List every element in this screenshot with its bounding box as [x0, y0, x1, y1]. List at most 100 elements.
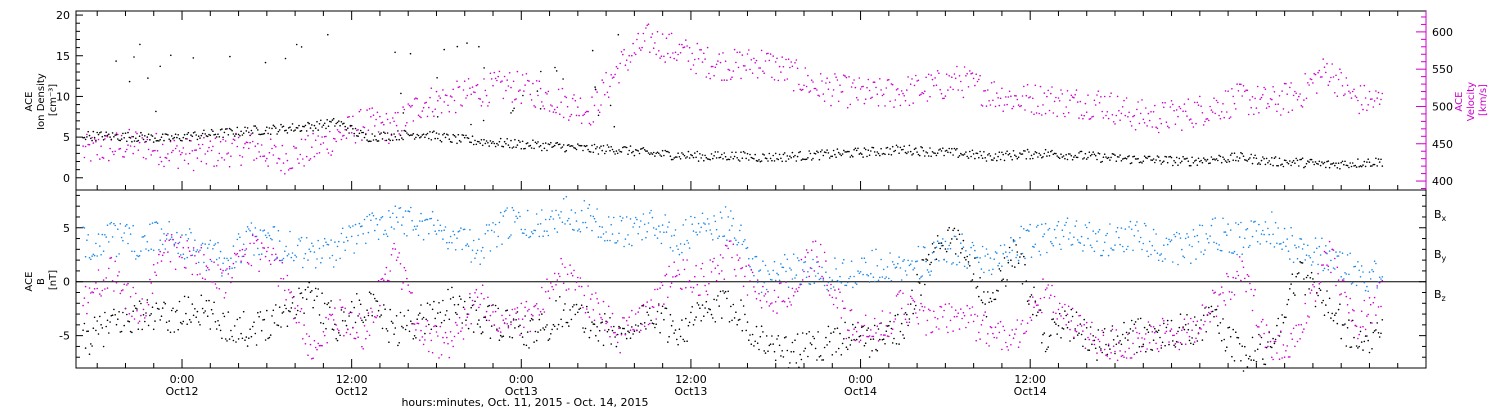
density-point: [1254, 154, 1256, 157]
b-field-point: [1281, 248, 1283, 250]
velocity-point: [1075, 89, 1078, 91]
b-field-point: [864, 261, 867, 264]
density-point: [1300, 158, 1303, 161]
b-field-point: [1010, 259, 1012, 262]
velocity-point: [546, 93, 548, 95]
velocity-point: [668, 33, 670, 36]
density-point: [714, 151, 717, 153]
density-point: [546, 149, 548, 152]
b-field-point: [254, 332, 257, 335]
b-field-point: [1024, 257, 1026, 260]
density-point: [750, 156, 753, 159]
b-field-point: [556, 279, 559, 281]
b-field-point: [785, 281, 787, 284]
density-point: [948, 147, 950, 150]
b-field-point: [1002, 325, 1004, 328]
b-field-point: [843, 338, 845, 340]
b-field-point: [532, 315, 534, 317]
b-field-point: [424, 219, 426, 222]
b-field-point: [830, 287, 832, 290]
density-point: [762, 153, 764, 155]
density-point: [308, 122, 311, 125]
velocity-point: [1309, 78, 1312, 80]
density-point: [377, 140, 380, 142]
b-field-point: [381, 327, 384, 330]
b-field-point: [1224, 231, 1227, 233]
velocity-point: [1363, 84, 1366, 87]
velocity-point: [260, 144, 263, 146]
b-field-point: [951, 263, 953, 265]
b-field-point: [413, 323, 416, 325]
density-point: [537, 141, 539, 143]
density-point: [722, 158, 724, 160]
density-point: [615, 150, 618, 152]
density-point: [217, 133, 219, 135]
b-field-point: [453, 304, 456, 306]
b-field-point: [610, 223, 612, 226]
velocity-point: [1181, 129, 1183, 131]
density-point: [903, 145, 905, 147]
b-field-point: [669, 286, 672, 288]
density-point: [855, 149, 858, 152]
velocity-point: [881, 94, 884, 97]
b-field-point: [1148, 324, 1151, 326]
b-field-point: [792, 253, 795, 255]
velocity-point: [514, 98, 516, 101]
density-point: [1222, 156, 1224, 158]
b-field-point: [1263, 363, 1265, 366]
density-point: [84, 138, 87, 141]
density-point: [1191, 156, 1193, 159]
velocity-point: [388, 142, 390, 145]
b-field-point: [1011, 265, 1013, 267]
b-field-point: [416, 318, 419, 321]
b-field-point: [595, 292, 597, 294]
density-point: [1328, 166, 1331, 169]
b-field-point: [834, 289, 836, 291]
b-field-point: [873, 317, 876, 320]
b-field-point: [906, 321, 908, 324]
density-point: [347, 127, 349, 129]
density-point: [1253, 157, 1255, 159]
density-point: [726, 159, 728, 161]
b-field-point: [976, 315, 979, 317]
b-field-point: [440, 354, 443, 356]
b-field-point: [920, 294, 922, 296]
b-field-point: [95, 282, 97, 284]
velocity-point: [1337, 78, 1340, 81]
b-field-point: [187, 238, 190, 240]
b-field-point: [921, 275, 923, 277]
b-field-point: [975, 287, 977, 289]
density-point: [102, 139, 105, 141]
density-point: [420, 136, 422, 138]
b-field-point: [259, 258, 262, 261]
density-point: [212, 130, 214, 132]
b-field-point: [290, 307, 293, 309]
b-field-point: [715, 279, 718, 282]
top-panel-frame: [75, 10, 1427, 191]
b-field-point: [552, 323, 555, 326]
b-field-point: [1193, 316, 1196, 318]
density-point: [1132, 155, 1134, 158]
b-field-point: [251, 234, 254, 237]
density-point: [828, 157, 831, 159]
b-field-point: [758, 348, 760, 351]
velocity-point: [466, 94, 469, 97]
velocity-point: [316, 152, 318, 155]
b-field-point: [497, 330, 500, 332]
density-point: [597, 153, 600, 155]
velocity-point: [1360, 104, 1363, 106]
b-field-point: [1152, 339, 1155, 342]
b-field-point: [1220, 339, 1223, 342]
velocity-point: [272, 154, 275, 156]
b-field-point: [380, 278, 383, 281]
velocity-point: [975, 73, 977, 75]
density-point: [1184, 158, 1187, 160]
velocity-point: [936, 70, 939, 72]
b-field-point: [127, 242, 129, 245]
density-point: [951, 147, 953, 150]
b-field-point: [544, 291, 547, 293]
density-point: [1038, 152, 1040, 155]
b-field-point: [1138, 240, 1141, 243]
b-field-point: [877, 328, 880, 330]
